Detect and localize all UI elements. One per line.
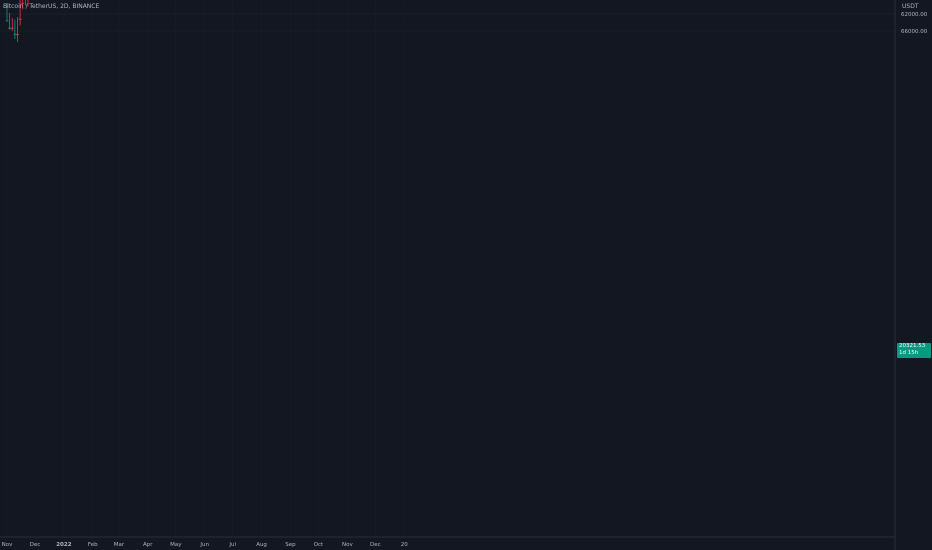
time-axis-label: 20 bbox=[401, 542, 408, 548]
symbol-title[interactable]: Bitcoin / TetherUS, 2D, BINANCE bbox=[3, 3, 100, 10]
candle-body bbox=[13, 33, 17, 35]
time-axis-label: Sep bbox=[285, 542, 296, 548]
candle-body bbox=[10, 27, 14, 29]
price-axis-label: 62000.00 bbox=[901, 12, 928, 18]
time-axis-label: Feb bbox=[88, 542, 98, 548]
time-axis-label: Jul bbox=[228, 542, 236, 548]
last-price-tag: 20321.53 1d 15h bbox=[897, 343, 931, 358]
time-axis-label: Dec bbox=[30, 542, 41, 548]
currency-label: USDT bbox=[902, 3, 919, 10]
time-axis-label: May bbox=[170, 542, 182, 548]
time-axis-label: Nov bbox=[2, 542, 13, 548]
time-axis-label: Jun bbox=[199, 542, 209, 548]
candles bbox=[5, 0, 29, 42]
candle-body bbox=[15, 34, 19, 36]
candle-countdown: 1d 15h bbox=[899, 350, 919, 356]
price-axis-label: 66000.00 bbox=[901, 29, 928, 35]
time-axis-label: Dec bbox=[370, 542, 381, 548]
time-axis-label: Nov bbox=[342, 542, 353, 548]
time-axis-label: Oct bbox=[314, 542, 324, 548]
time-axis-label: Mar bbox=[114, 542, 125, 548]
price-axis[interactable]: 66000.0062000.0058000.0054000.0050000.00… bbox=[901, 0, 928, 35]
candle-body bbox=[18, 18, 22, 20]
grid-lines bbox=[0, 13, 895, 32]
candle-body bbox=[21, 2, 25, 4]
candle-body bbox=[8, 27, 12, 29]
time-axis-label: 2022 bbox=[56, 542, 71, 548]
time-axis-label: Aug bbox=[256, 542, 267, 548]
last-price-value: 20321.53 bbox=[899, 343, 926, 349]
time-axis[interactable]: Nov Dec 2022 Feb Mar Apr May Jun Jul Aug Sep Oct Nov… bbox=[2, 542, 409, 548]
candle-body bbox=[5, 20, 9, 22]
time-axis-label: Apr bbox=[143, 542, 153, 548]
